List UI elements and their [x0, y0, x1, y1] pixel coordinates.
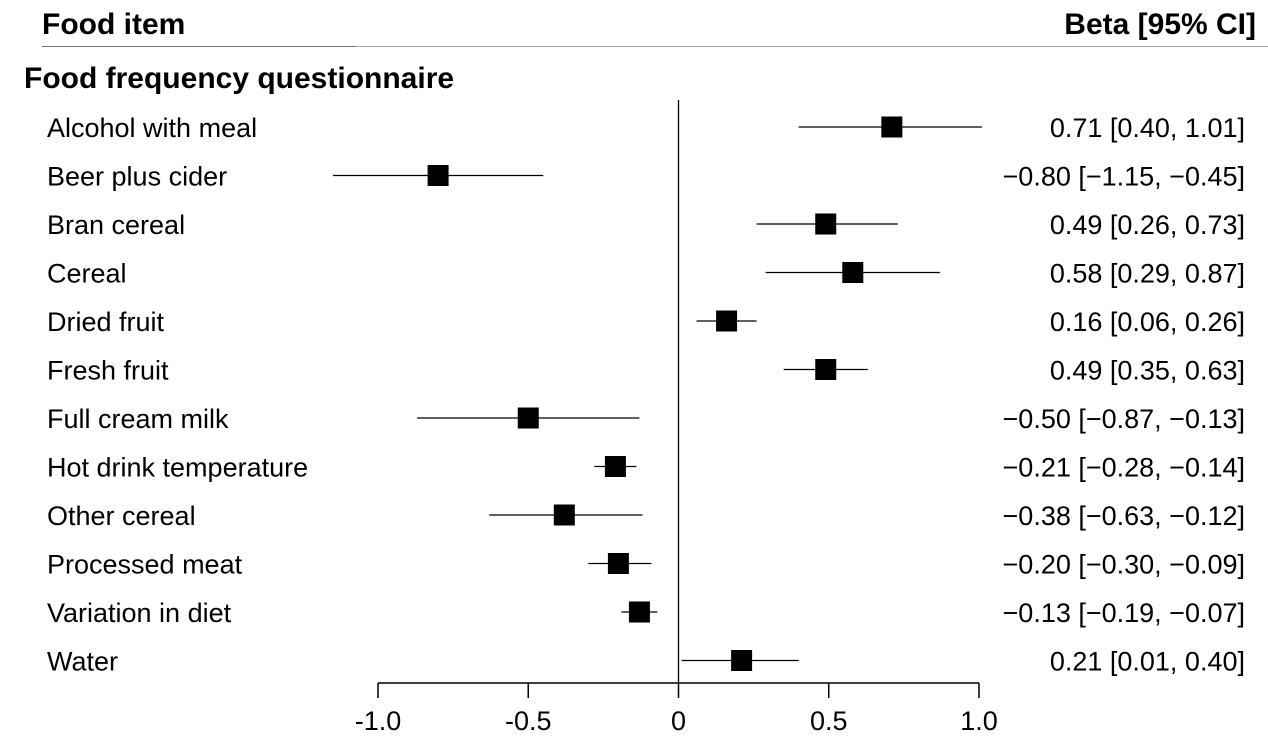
forest-row: Dried fruit 0.16 [0.06, 0.26] [47, 307, 1245, 337]
point-estimate-marker [427, 165, 449, 186]
row-label: Variation in diet [47, 598, 232, 628]
point-estimate-marker [716, 310, 738, 332]
row-label: Cereal [47, 259, 127, 289]
estimate-ci-text: 0.21 [0.01, 0.40] [1050, 647, 1245, 677]
forest-row: Cereal 0.58 [0.29, 0.87] [47, 259, 1245, 289]
point-estimate-marker [517, 407, 539, 429]
point-estimate-marker [731, 650, 753, 671]
x-tick-label: 0.5 [810, 706, 848, 736]
forest-row: Variation in diet −0.13 [−0.19, −0.07] [47, 598, 1245, 628]
estimate-ci-text: 0.49 [0.26, 0.73] [1050, 210, 1245, 240]
column-header-food-item: Food item [42, 8, 186, 41]
column-header-beta-ci: Beta [95% CI] [1064, 8, 1256, 41]
point-estimate-marker [815, 213, 837, 235]
x-tick-label: 0 [671, 706, 686, 736]
section-title: Food frequency questionnaire [24, 62, 455, 95]
row-label: Hot drink temperature [47, 453, 308, 483]
header-rule-right [356, 46, 1268, 47]
forest-row: Hot drink temperature −0.21 [−0.28, −0.14… [47, 453, 1245, 483]
forest-row: Water 0.21 [0.01, 0.40] [47, 647, 1245, 677]
row-label: Full cream milk [47, 404, 229, 434]
x-tick-label: -0.5 [505, 706, 552, 736]
point-estimate-marker [553, 504, 575, 526]
estimate-ci-text: −0.21 [−0.28, −0.14] [1003, 453, 1245, 483]
row-label: Water [47, 647, 118, 677]
point-estimate-marker [607, 553, 629, 574]
point-estimate-marker [815, 359, 837, 380]
x-axis: -1.0 -0.5 0 0.5 1.0 [355, 682, 998, 736]
forest-row: Bran cereal 0.49 [0.26, 0.73] [47, 210, 1245, 240]
row-label: Dried fruit [47, 307, 165, 337]
forest-row: Processed meat −0.20 [−0.30, −0.09] [47, 550, 1245, 580]
estimate-ci-text: 0.71 [0.40, 1.01] [1050, 113, 1245, 143]
forest-rows: Alcohol with meal 0.71 [0.40, 1.01] Beer p… [47, 100, 1245, 683]
estimate-ci-text: −0.80 [−1.15, −0.45] [1003, 162, 1245, 192]
forest-row: Beer plus cider −0.80 [−1.15, −0.45] [47, 162, 1245, 192]
estimate-ci-text: −0.50 [−0.87, −0.13] [1003, 404, 1245, 434]
row-label: Bran cereal [47, 210, 185, 240]
x-tick-label: -1.0 [355, 706, 402, 736]
row-label: Beer plus cider [47, 162, 227, 192]
row-label: Processed meat [47, 550, 243, 580]
header-rule-left [42, 46, 356, 47]
estimate-ci-text: 0.58 [0.29, 0.87] [1050, 259, 1245, 289]
estimate-ci-text: 0.16 [0.06, 0.26] [1050, 307, 1245, 337]
point-estimate-marker [842, 262, 864, 283]
point-estimate-marker [881, 116, 903, 138]
forest-row: Full cream milk −0.50 [−0.87, −0.13] [47, 404, 1245, 434]
row-label: Other cereal [47, 501, 196, 531]
estimate-ci-text: 0.49 [0.35, 0.63] [1050, 356, 1245, 386]
point-estimate-marker [604, 456, 626, 477]
point-estimate-marker [628, 601, 650, 623]
estimate-ci-text: −0.38 [−0.63, −0.12] [1003, 501, 1245, 531]
estimate-ci-text: −0.13 [−0.19, −0.07] [1003, 598, 1245, 628]
row-label: Fresh fruit [47, 356, 169, 386]
x-tick-label: 1.0 [960, 706, 998, 736]
forest-row: Other cereal −0.38 [−0.63, −0.12] [47, 501, 1245, 531]
row-label: Alcohol with meal [47, 113, 257, 143]
forest-row: Alcohol with meal 0.71 [0.40, 1.01] [47, 113, 1245, 143]
forest-row: Fresh fruit 0.49 [0.35, 0.63] [47, 356, 1245, 386]
estimate-ci-text: −0.20 [−0.30, −0.09] [1003, 550, 1245, 580]
